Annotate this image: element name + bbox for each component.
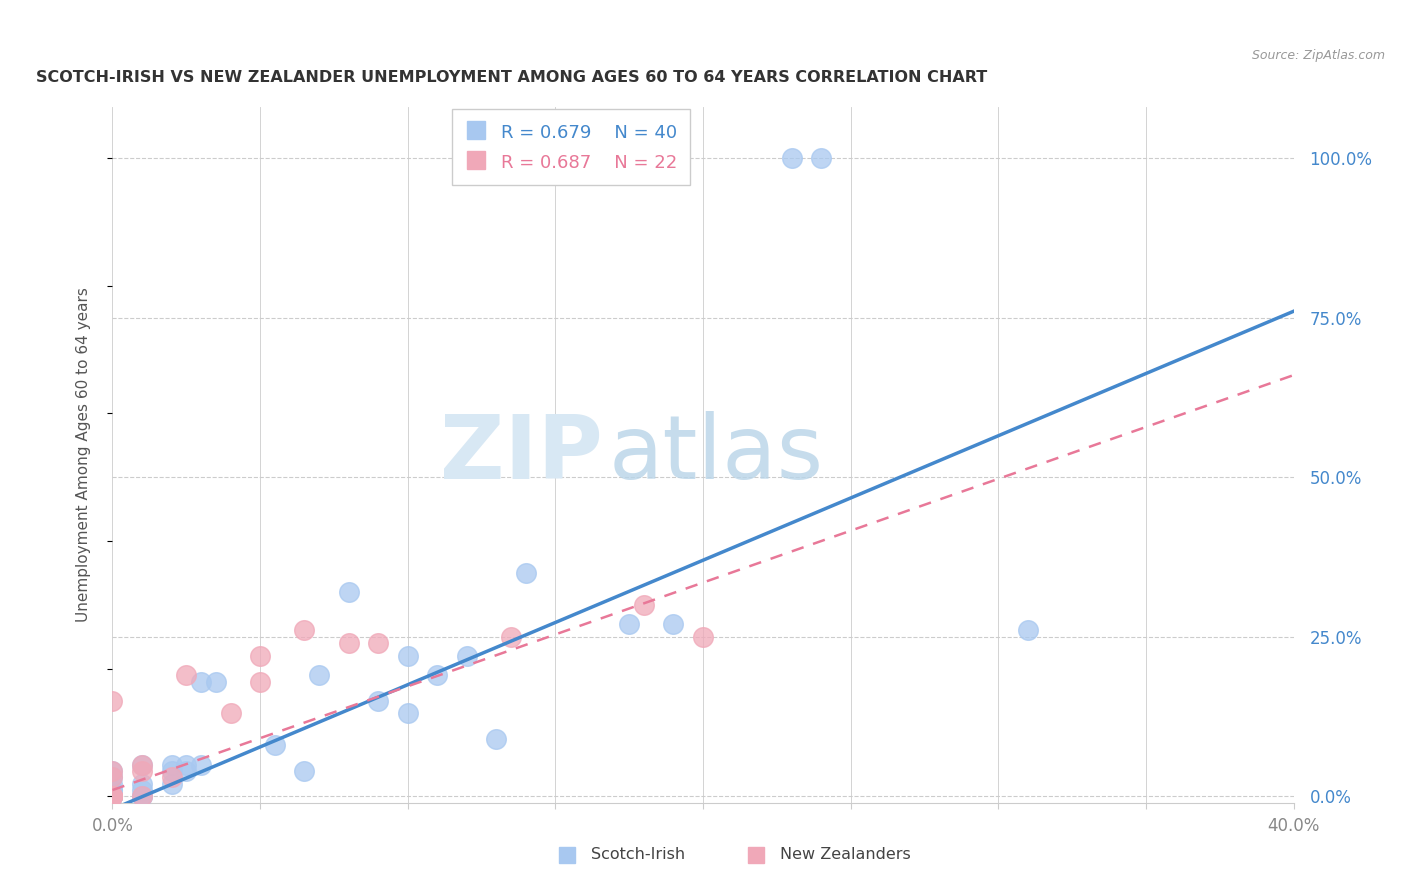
New Zealanders	[367, 636, 389, 650]
Scotch-Irish	[426, 668, 449, 682]
Scotch-Irish	[1017, 624, 1039, 638]
Scotch-Irish	[101, 789, 124, 804]
Text: ZIP: ZIP	[440, 411, 603, 499]
New Zealanders	[131, 789, 153, 804]
New Zealanders	[101, 789, 124, 804]
Scotch-Irish	[190, 757, 212, 772]
Scotch-Irish	[160, 777, 183, 791]
New Zealanders	[337, 636, 360, 650]
New Zealanders	[292, 624, 315, 638]
Scotch-Irish	[101, 789, 124, 804]
New Zealanders	[249, 648, 271, 663]
Scotch-Irish	[515, 566, 537, 580]
Scotch-Irish	[101, 789, 124, 804]
Scotch-Irish	[662, 617, 685, 632]
Scotch-Irish	[160, 757, 183, 772]
Text: Source: ZipAtlas.com: Source: ZipAtlas.com	[1251, 49, 1385, 62]
Scotch-Irish	[367, 694, 389, 708]
Scotch-Irish	[396, 706, 419, 721]
New Zealanders	[101, 770, 124, 784]
Scotch-Irish	[456, 648, 478, 663]
New Zealanders	[174, 668, 197, 682]
Scotch-Irish	[131, 789, 153, 804]
Text: New Zealanders: New Zealanders	[780, 847, 911, 863]
Scotch-Irish	[101, 764, 124, 778]
Text: Scotch-Irish: Scotch-Irish	[591, 847, 685, 863]
Scotch-Irish	[780, 151, 803, 165]
Scotch-Irish	[101, 789, 124, 804]
New Zealanders	[160, 770, 183, 784]
Scotch-Irish	[160, 764, 183, 778]
Scotch-Irish	[174, 757, 197, 772]
Scotch-Irish	[619, 617, 641, 632]
Scotch-Irish	[101, 789, 124, 804]
Scotch-Irish	[131, 757, 153, 772]
Y-axis label: Unemployment Among Ages 60 to 64 years: Unemployment Among Ages 60 to 64 years	[76, 287, 91, 623]
New Zealanders	[101, 764, 124, 778]
Legend: R = 0.679    N = 40, R = 0.687    N = 22: R = 0.679 N = 40, R = 0.687 N = 22	[453, 109, 690, 186]
Scotch-Irish	[337, 585, 360, 599]
Scotch-Irish	[292, 764, 315, 778]
Text: atlas: atlas	[609, 411, 824, 499]
Scotch-Irish	[308, 668, 330, 682]
Scotch-Irish	[131, 777, 153, 791]
New Zealanders	[131, 764, 153, 778]
New Zealanders	[101, 789, 124, 804]
Scotch-Irish	[264, 739, 287, 753]
Scotch-Irish	[131, 789, 153, 804]
New Zealanders	[101, 789, 124, 804]
New Zealanders	[101, 789, 124, 804]
New Zealanders	[249, 674, 271, 689]
Text: SCOTCH-IRISH VS NEW ZEALANDER UNEMPLOYMENT AMONG AGES 60 TO 64 YEARS CORRELATION: SCOTCH-IRISH VS NEW ZEALANDER UNEMPLOYME…	[35, 70, 987, 85]
Scotch-Irish	[101, 783, 124, 797]
Scotch-Irish	[101, 783, 124, 797]
Scotch-Irish	[190, 674, 212, 689]
Scotch-Irish	[810, 151, 832, 165]
Scotch-Irish	[101, 789, 124, 804]
Scotch-Irish	[101, 777, 124, 791]
New Zealanders	[633, 598, 655, 612]
New Zealanders	[692, 630, 714, 644]
Scotch-Irish	[205, 674, 228, 689]
Scotch-Irish	[174, 764, 197, 778]
New Zealanders	[101, 789, 124, 804]
Scotch-Irish	[396, 648, 419, 663]
New Zealanders	[219, 706, 242, 721]
Scotch-Irish	[101, 770, 124, 784]
Scotch-Irish	[485, 731, 508, 746]
New Zealanders	[501, 630, 523, 644]
Scotch-Irish	[131, 783, 153, 797]
New Zealanders	[101, 694, 124, 708]
New Zealanders	[131, 757, 153, 772]
